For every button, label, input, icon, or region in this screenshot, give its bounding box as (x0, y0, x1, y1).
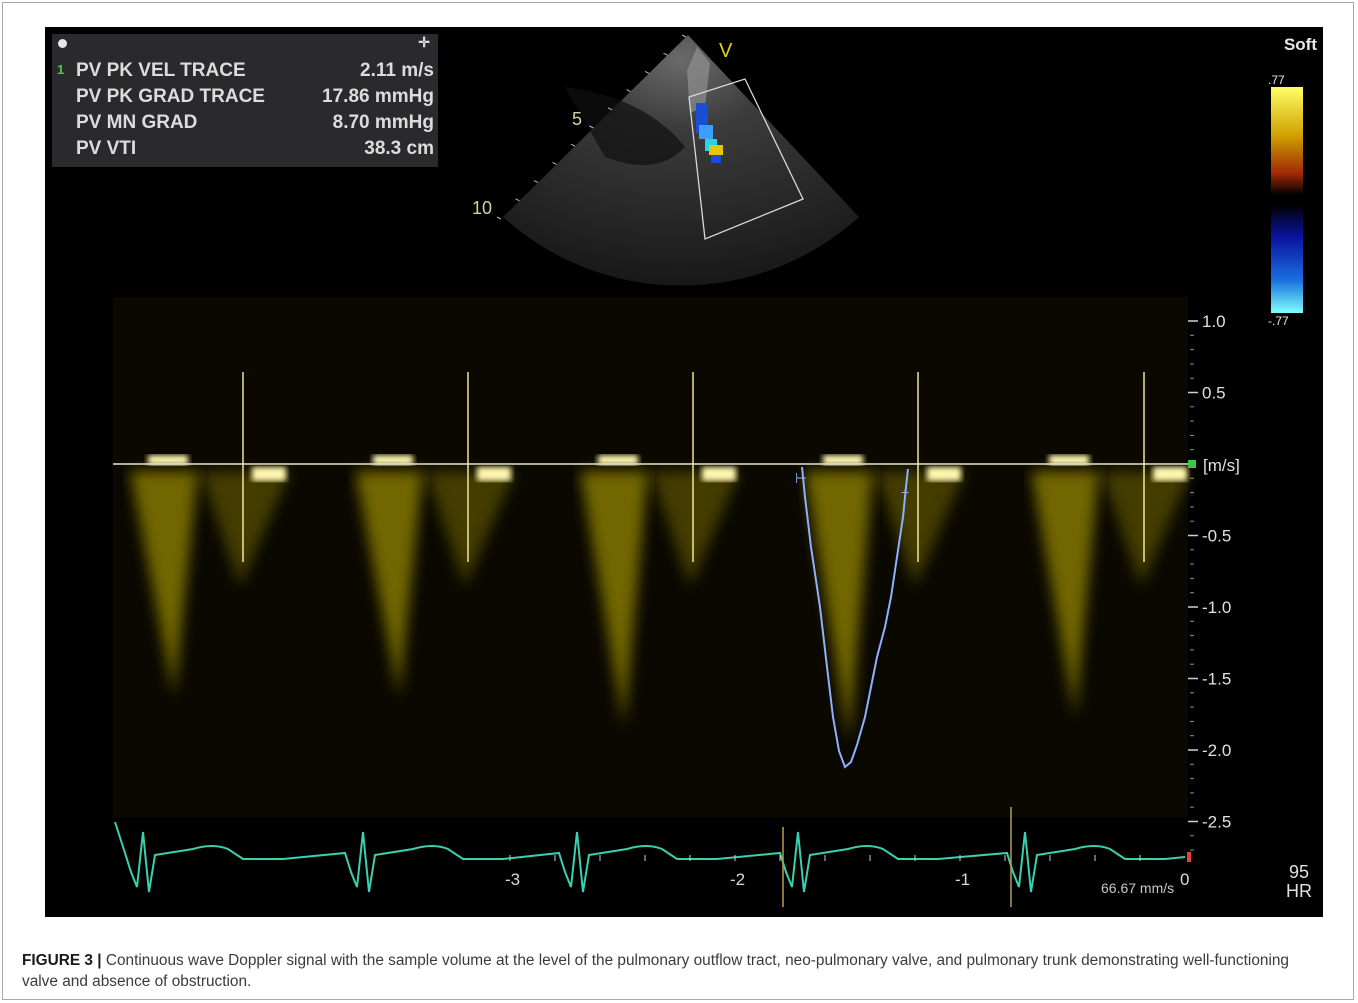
trace-end-cursor-icon[interactable]: + (901, 484, 909, 500)
measurement-panel: ✛ 1 PV PK VEL TRACE 2.11 m/s PV PK GRAD … (52, 34, 438, 167)
heart-rate: 95 HR (1279, 863, 1319, 901)
ecg-trace (114, 821, 1186, 893)
color-map-preset: Soft (1283, 35, 1317, 54)
sector-near-field (687, 47, 710, 113)
time-tick-label: -1 (955, 870, 970, 889)
measurement-row: PV MN GRAD 8.70 mmHg (76, 112, 434, 138)
doppler-beat (805, 372, 965, 742)
depth-label: 5 (572, 109, 582, 129)
sector-marker: V (719, 40, 733, 62)
color-flow (696, 103, 723, 163)
velocity-tick-label: 0.5 (1202, 384, 1226, 403)
ultrasound-canvas: V 5 10 .77 -.77 ⊢ + 1.0 0.5 -0.5 -1.0 -1.5 (113, 34, 1303, 907)
velocity-tick-label: -1.5 (1202, 670, 1231, 689)
depth-ticks (496, 34, 687, 220)
sweep-speed: 66.67 mm/s (1101, 880, 1174, 896)
measurement-label: PV PK GRAD TRACE (76, 86, 265, 107)
doppler-beat (580, 372, 740, 727)
velocity-tick-label: -2.5 (1202, 813, 1231, 832)
ultrasound-display: ✛ 1 PV PK VEL TRACE 2.11 m/s PV PK GRAD … (45, 27, 1323, 917)
time-tick-label: -2 (730, 870, 745, 889)
doppler-beat (1031, 372, 1191, 717)
velocity-trace[interactable] (801, 466, 909, 769)
velocity-unit: [m/s] (1203, 456, 1240, 475)
color-box (688, 78, 804, 240)
figure-label: FIGURE 3 | (22, 952, 102, 969)
measurement-row: PV VTI 38.3 cm (76, 138, 434, 164)
panel-move-icon[interactable]: ✛ (418, 34, 430, 50)
sector-fan (503, 35, 859, 286)
sector-chamber (565, 87, 685, 165)
color-map-top-value: .77 (1268, 73, 1285, 87)
measurement-value: 8.70 mmHg (332, 112, 434, 133)
measurement-index: 1 (57, 62, 65, 77)
heart-rate-value: 95 (1288, 862, 1310, 882)
velocity-tick-label: -1.0 (1202, 598, 1231, 617)
doppler-spectrum (113, 297, 1191, 817)
measurement-row: PV PK GRAD TRACE 17.86 mmHg (76, 86, 434, 112)
panel-collapse-icon[interactable] (58, 39, 67, 48)
time-tick-label: 0 (1180, 870, 1189, 889)
color-map-bottom-value: -.77 (1268, 314, 1289, 328)
velocity-tick-label: -2.0 (1202, 741, 1231, 760)
doppler-beat (130, 372, 290, 697)
velocity-tick-label: 1.0 (1202, 312, 1226, 331)
measurement-label: PV PK VEL TRACE (76, 60, 246, 81)
figure-caption: FIGURE 3 | Continuous wave Doppler signa… (22, 950, 1322, 992)
doppler-beat (355, 372, 515, 697)
measurement-value: 17.86 mmHg (322, 86, 434, 107)
caption-text: Continuous wave Doppler signal with the … (22, 952, 1289, 990)
ecg-end-marker (1187, 852, 1191, 862)
heart-rate-label: HR (1286, 881, 1312, 901)
time-axis: -3 -2 -1 0 (505, 855, 1189, 889)
color-map-bar (1271, 87, 1303, 313)
velocity-scale: 1.0 0.5 -0.5 -1.0 -1.5 -2.0 -2.5 (1188, 312, 1231, 851)
measurement-value: 38.3 cm (364, 138, 434, 159)
sector-image: V 5 10 (472, 34, 859, 286)
time-tick-label: -3 (505, 870, 520, 889)
measurement-label: PV MN GRAD (76, 112, 198, 133)
measurement-value: 2.11 m/s (360, 60, 434, 81)
measurement-row: PV PK VEL TRACE 2.11 m/s (76, 60, 434, 86)
velocity-tick-label: -0.5 (1202, 527, 1231, 546)
trace-start-cursor-icon[interactable]: ⊢ (795, 470, 807, 486)
measurement-label: PV VTI (76, 138, 137, 159)
depth-label: 10 (472, 198, 492, 218)
